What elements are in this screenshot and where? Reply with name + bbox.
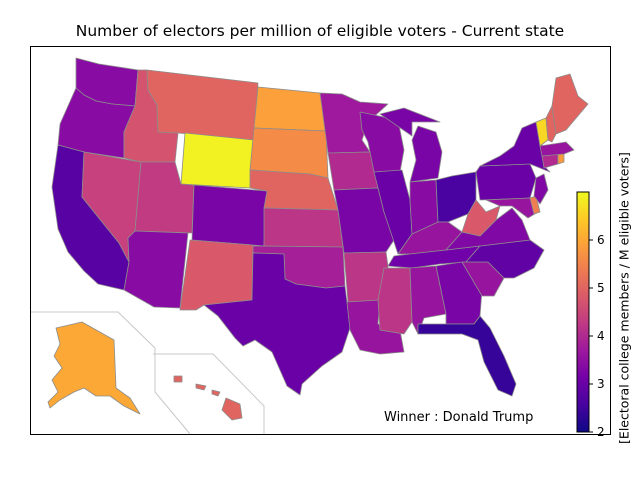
state-me: [551, 73, 589, 135]
alaska-inset-border-lower: [154, 348, 191, 435]
state-wv: [461, 199, 501, 237]
colorbar: [576, 191, 590, 433]
state-tx: [203, 252, 351, 396]
colorbar-tick-label: 5: [597, 281, 605, 295]
state-co: [191, 184, 268, 247]
colorbar-tick-label: 2: [597, 425, 605, 439]
colorbar-label: [Electoral college members / M eligible …: [616, 152, 632, 444]
state-nm: [179, 239, 254, 311]
state-nj: [533, 173, 549, 205]
state-nd: [253, 86, 327, 132]
state-nh: [545, 105, 557, 143]
state-ri: [557, 153, 565, 165]
hawaii-inset-border: [153, 353, 265, 434]
state-ks: [263, 207, 344, 248]
map-frame: [30, 46, 611, 435]
colorbar-ticks: 2 3 4 5 6: [589, 233, 605, 439]
colorbar-tick-label: 4: [597, 329, 605, 343]
colorbar-tick-label: 6: [597, 233, 605, 247]
alaska-inset-border: [31, 311, 156, 349]
state-mt: [146, 69, 259, 141]
state-wy: [180, 132, 255, 189]
state-az: [123, 230, 189, 309]
state-pa: [475, 163, 537, 201]
state-ma: [539, 141, 575, 157]
winner-label: Winner : Donald Trump: [384, 410, 534, 425]
colorbar-tick-label: 3: [597, 377, 605, 391]
state-ms: [377, 267, 413, 335]
state-mi: [379, 107, 443, 183]
state-fl: [417, 315, 517, 397]
map-title: Number of electors per million of eligib…: [75, 22, 565, 40]
state-hi: [173, 375, 243, 421]
state-ak: [47, 321, 141, 415]
